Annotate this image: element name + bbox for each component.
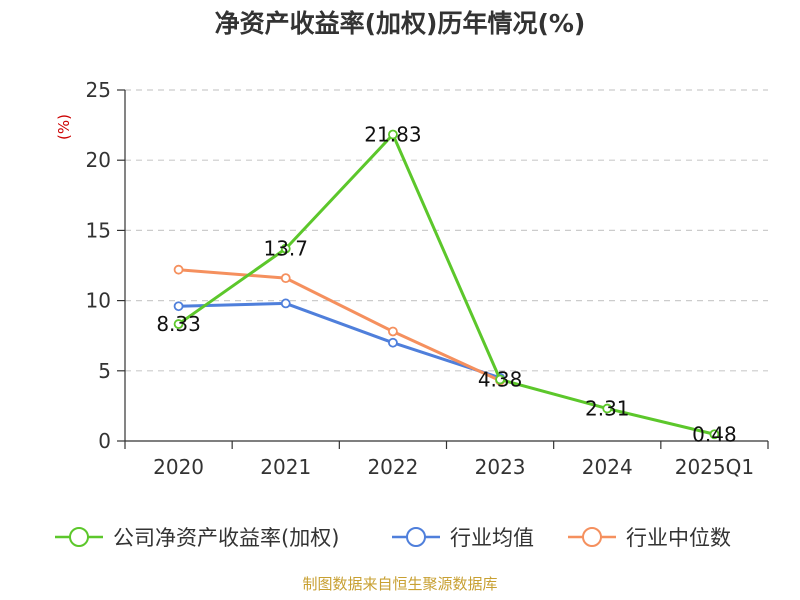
data-label: 8.33 (156, 312, 201, 336)
data-labels: 8.33 13.7 21.83 4.38 2.31 0.48 (156, 123, 736, 447)
y-tick-label: 20 (86, 148, 111, 172)
legend-swatch-marker (406, 527, 426, 547)
series-group (173, 129, 720, 440)
data-label: 0.48 (692, 422, 737, 446)
data-point (602, 403, 613, 414)
data-point (709, 429, 720, 440)
y-tick-label: 0 (98, 429, 111, 453)
series-line-0 (177, 133, 715, 436)
legend-swatch-marker (582, 527, 602, 547)
x-tick-label: 2025Q1 (675, 455, 754, 479)
data-point (495, 374, 505, 385)
y-tick-label: 25 (86, 78, 111, 102)
axes (124, 90, 768, 442)
y-axis-ticks: 0 5 10 15 20 25 (86, 78, 125, 453)
data-point (388, 129, 398, 140)
legend-label: 公司净资产收益率(加权) (113, 526, 339, 550)
y-tick-label: 10 (86, 289, 111, 313)
chart-title: 净资产收益率(加权)历年情况(%) (215, 9, 586, 38)
data-point (280, 273, 291, 284)
x-tick-label: 2022 (367, 455, 418, 479)
x-tick-label: 2024 (582, 455, 633, 479)
data-label: 2.31 (585, 397, 630, 421)
data-point (388, 337, 398, 348)
y-unit-label: (%) (55, 114, 73, 140)
data-point (173, 301, 184, 312)
y-tick-label: 5 (98, 359, 111, 383)
legend-swatch-marker (69, 527, 89, 547)
legend: 公司净资产收益率(加权) 行业均值 行业中位数 (55, 526, 731, 550)
data-label: 4.38 (478, 368, 523, 392)
data-label: 13.7 (263, 237, 308, 261)
series-line-1 (178, 301, 501, 380)
data-point (280, 298, 291, 309)
grid-lines (125, 89, 768, 372)
data-point (280, 243, 291, 254)
x-tick-label: 2023 (475, 455, 526, 479)
x-tick-label: 2021 (260, 455, 311, 479)
legend-label: 行业中位数 (626, 526, 731, 550)
y-tick-label: 15 (86, 218, 111, 242)
legend-label: 行业均值 (450, 526, 534, 550)
data-point (173, 319, 184, 329)
x-axis-ticks: 2020 2021 2022 2023 2024 2025Q1 (124, 441, 769, 479)
data-point (388, 326, 398, 337)
series-line-2 (178, 268, 501, 382)
data-point (173, 264, 184, 275)
x-tick-label: 2020 (153, 455, 204, 479)
source-note: 制图数据来自恒生聚源数据库 (302, 575, 497, 593)
data-label: 21.83 (364, 123, 421, 147)
